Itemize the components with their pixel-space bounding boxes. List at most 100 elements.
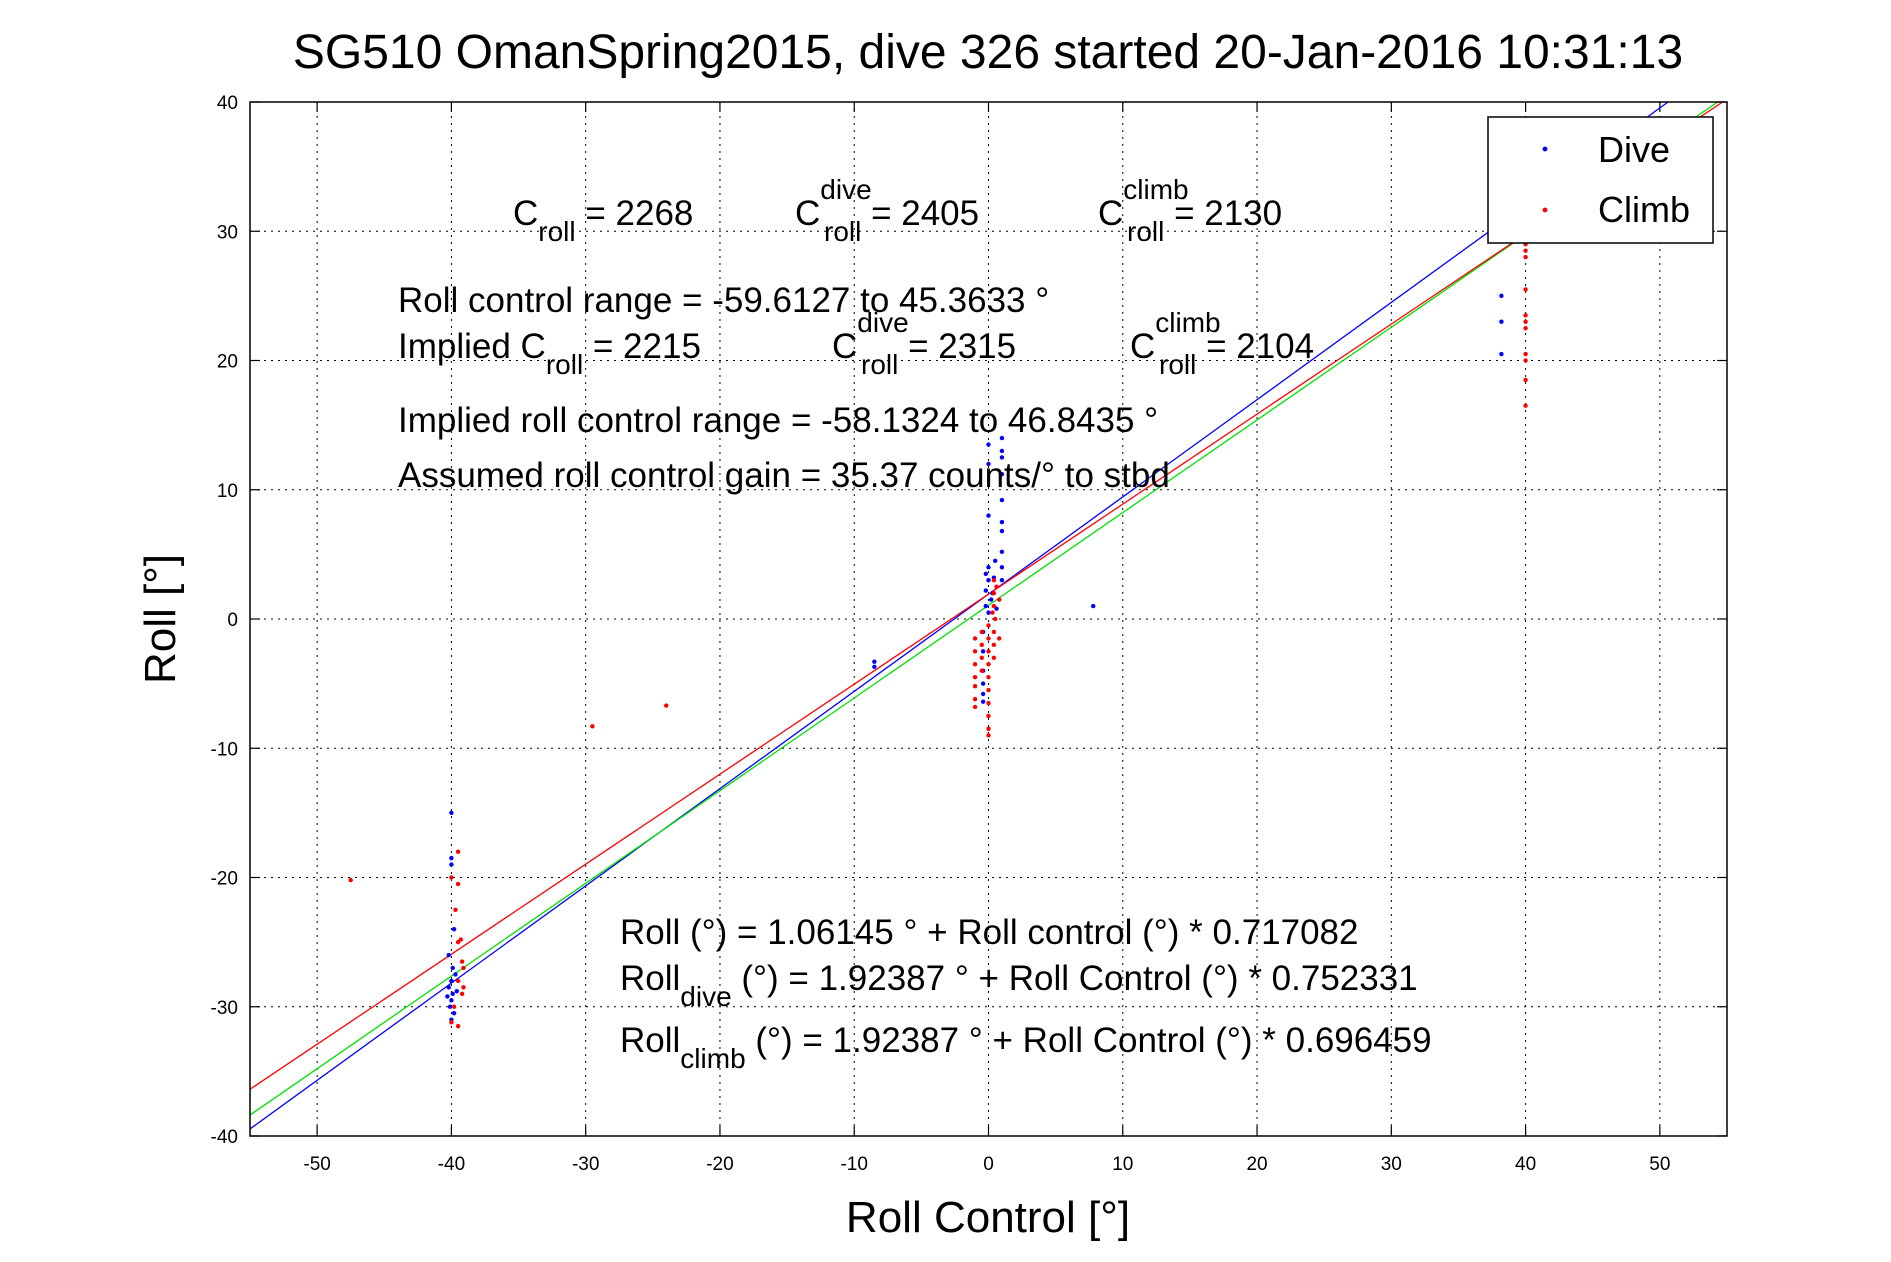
dive-point [986,442,991,447]
climb-point [986,713,991,719]
climb-point [455,1023,461,1029]
climb-point [451,1004,457,1009]
climb-point [1523,403,1528,408]
climb-point [979,655,984,660]
climb-point [461,985,466,990]
fit-line [249,101,1718,1116]
dive-point [454,989,459,994]
dive-point [986,578,991,583]
dive-point [446,952,451,958]
x-tick-label: -20 [706,1154,733,1175]
climb-point [991,655,997,660]
croll-annotations: Croll = 2268 Cdive roll = 2405 Cclimb roll =… [513,174,1282,247]
y-tick-labels: -40 -30 -20 -10 0 10 20 30 40 [211,93,238,1148]
legend-dive-label: Dive [1598,129,1670,170]
y-tick-label: -20 [211,869,238,890]
dive-point [993,558,998,564]
dive-point [872,659,877,664]
legend-climb-label: Climb [1598,189,1690,230]
dive-point [999,519,1005,525]
climb-point [991,578,997,583]
x-axis-label: Roll Control [°] [846,1193,1130,1242]
dive-point [999,549,1005,554]
fit-lines [249,101,1723,1130]
climb-point [1523,325,1528,331]
climb-point [994,584,999,589]
dive-point [450,991,455,997]
dive-point [999,528,1005,534]
climb-point [455,881,461,887]
climb-point [449,1020,454,1025]
legend-climb-marker [1542,207,1548,213]
dive-point [980,681,986,686]
dive-point [449,978,454,984]
dive-point [986,565,991,570]
implied-range-text: Implied roll control range = -58.1324 to… [398,401,1158,440]
climb-point [979,642,984,648]
dive-point [447,1004,453,1009]
climb-point [459,991,465,997]
implied-croll-text: Implied Croll = 2215 [398,327,701,380]
dive-point [450,965,455,971]
x-tick-label: -50 [303,1154,330,1175]
climb-point [1523,313,1528,318]
climb-point [986,649,991,654]
annotation-croll-line: Croll = 2268 [513,194,693,247]
climb-point [590,724,595,729]
climb-point [986,726,991,732]
dive-point [451,1011,457,1016]
dive-point [449,998,454,1003]
equation-all-text: Roll (°) = 1.06145 ° + Roll control (°) … [620,913,1359,952]
y-tick-label: 10 [217,481,238,502]
climb-point [997,597,1002,602]
dive-point [983,603,989,609]
climb-point [991,629,997,635]
dive-point [449,855,454,861]
equation-climb-text: Rollclimb (°) = 1.92387 ° + Roll Control… [620,1021,1432,1074]
dive-point [986,513,991,518]
climb-point [1523,254,1528,260]
climb-point [986,636,991,641]
dive-point [449,810,454,816]
dive-point [1091,603,1096,609]
dive-point [999,448,1005,454]
y-tick-label: 20 [217,352,238,373]
plot-frame [249,101,1728,1137]
implied-croll-climb-text: Cclimb roll = 2104 [1130,307,1314,380]
dive-point [445,994,450,999]
gain-text: Assumed roll control gain = 35.37 counts… [398,456,1170,495]
climb-point [979,668,984,673]
climb-point [986,623,991,628]
climb-point [972,684,978,689]
dive-point [988,597,994,602]
climb-point [458,937,464,942]
dive-point [983,588,989,593]
climb-point [986,733,991,738]
climb-point [1523,351,1528,357]
dive-point [1499,319,1504,324]
x-tick-label: 10 [1112,1154,1133,1175]
legend: Dive Climb [1487,116,1714,244]
dive-point [1499,351,1504,357]
climb-point [972,696,978,702]
x-tick-label: 50 [1649,1154,1670,1175]
y-tick-label: -40 [211,1127,238,1148]
climb-point [1523,377,1528,383]
climb-point [986,674,991,680]
roll-control-range-text: Roll control range = -59.6127 to 45.3633… [398,281,1049,320]
dive-point [453,972,458,977]
climb-point [461,965,466,971]
climb-point [972,674,978,680]
climb-point [1523,319,1528,324]
climb-point [986,662,991,667]
climb-point [1523,287,1528,292]
climb-point [997,636,1002,641]
dive-point [446,985,451,990]
dive-point [980,699,986,704]
dive-point [986,610,991,615]
x-tick-label: -30 [572,1154,599,1175]
climb-point [979,629,984,635]
annotation-croll-climb: Cclimb roll = 2130 [1098,174,1282,247]
dive-point [980,691,986,697]
